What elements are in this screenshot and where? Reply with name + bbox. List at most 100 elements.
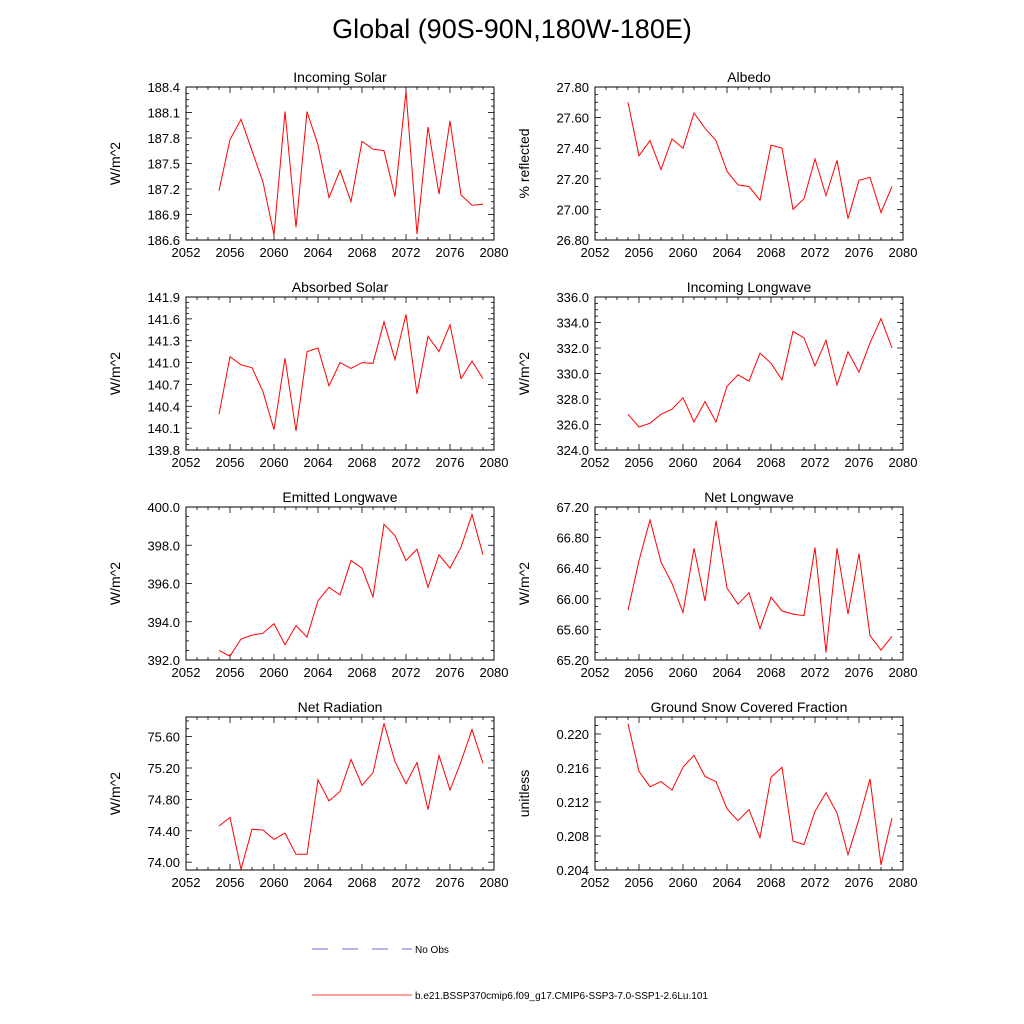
x-tick-label: 2064 <box>713 875 742 890</box>
y-tick-label: 326.0 <box>556 418 589 433</box>
x-tick-label: 2060 <box>260 455 289 470</box>
x-tick-label: 2072 <box>392 875 421 890</box>
x-tick-label: 2080 <box>480 245 509 260</box>
x-tick-label: 2080 <box>889 455 918 470</box>
y-tick-label: 188.1 <box>147 106 180 121</box>
chart-title: Emitted Longwave <box>282 489 397 505</box>
legend-model-label: b.e21.BSSP370cmip6.f09_g17.CMIP6-SSP3-7.… <box>415 991 708 1002</box>
y-tick-label: 66.40 <box>556 561 589 576</box>
x-tick-label: 2076 <box>845 875 874 890</box>
y-tick-label: 140.1 <box>147 421 180 436</box>
x-tick-label: 2060 <box>260 245 289 260</box>
y-tick-label: 140.7 <box>147 377 180 392</box>
chart-title: Incoming Longwave <box>687 279 812 295</box>
y-axis-label: W/m^2 <box>107 562 123 605</box>
x-tick-label: 2056 <box>216 875 245 890</box>
chart-title: Incoming Solar <box>293 69 387 85</box>
x-tick-label: 2080 <box>480 875 509 890</box>
y-tick-label: 396.0 <box>147 577 180 592</box>
x-tick-label: 2068 <box>348 455 377 470</box>
x-tick-label: 2064 <box>304 665 333 680</box>
x-tick-label: 2056 <box>625 665 654 680</box>
x-tick-label: 2068 <box>348 245 377 260</box>
y-tick-label: 187.8 <box>147 131 180 146</box>
x-tick-label: 2052 <box>581 455 610 470</box>
y-tick-label: 186.6 <box>147 233 180 248</box>
x-tick-label: 2076 <box>436 875 465 890</box>
x-tick-label: 2056 <box>216 455 245 470</box>
y-tick-label: 141.6 <box>147 312 180 327</box>
x-tick-label: 2072 <box>392 245 421 260</box>
x-tick-label: 2052 <box>581 245 610 260</box>
x-tick-label: 2060 <box>260 665 289 680</box>
chart-title: Net Longwave <box>704 489 794 505</box>
chart-1: Incoming Solar W/m^2 2052 2056 2060 2064 2068 2… <box>107 69 508 260</box>
x-tick-label: 2068 <box>757 455 786 470</box>
x-tick-label: 2068 <box>757 245 786 260</box>
y-tick-label: 67.20 <box>556 500 589 515</box>
x-tick-label: 2052 <box>172 455 201 470</box>
y-tick-label: 141.9 <box>147 290 180 305</box>
x-tick-label: 2072 <box>801 245 830 260</box>
y-tick-label: 27.80 <box>556 80 589 95</box>
y-tick-label: 0.208 <box>556 829 589 844</box>
series-line <box>218 723 484 870</box>
y-axis-label: W/m^2 <box>516 352 532 395</box>
chart-title: Ground Snow Covered Fraction <box>651 699 848 715</box>
series-line <box>218 314 484 432</box>
y-tick-label: 74.40 <box>147 824 180 839</box>
chart-5: Emitted Longwave W/m^2 2052 2056 2060 2064 206… <box>107 489 508 680</box>
legend-obs-label: No Obs <box>415 945 449 956</box>
chart-6: Net Longwave W/m^2 2052 2056 2060 2064 2068 207… <box>516 489 917 680</box>
x-tick-label: 2076 <box>436 245 465 260</box>
x-tick-label: 2080 <box>480 665 509 680</box>
x-tick-label: 2072 <box>801 455 830 470</box>
x-tick-label: 2064 <box>713 665 742 680</box>
y-tick-label: 400.0 <box>147 500 180 515</box>
y-tick-label: 392.0 <box>147 653 180 668</box>
x-tick-label: 2052 <box>172 665 201 680</box>
x-tick-label: 2064 <box>304 875 333 890</box>
y-tick-label: 74.00 <box>147 855 180 870</box>
y-tick-label: 74.80 <box>147 792 180 807</box>
chart-2: Albedo % reflected 2052 2056 2060 2064 2068 207… <box>516 69 917 260</box>
y-tick-label: 334.0 <box>556 316 589 331</box>
x-tick-label: 2076 <box>436 665 465 680</box>
x-tick-label: 2060 <box>669 875 698 890</box>
y-tick-label: 398.0 <box>147 538 180 553</box>
y-tick-label: 324.0 <box>556 443 589 458</box>
x-tick-label: 2076 <box>845 665 874 680</box>
x-tick-label: 2068 <box>348 875 377 890</box>
y-tick-label: 140.4 <box>147 399 180 414</box>
x-tick-label: 2060 <box>669 665 698 680</box>
x-tick-label: 2080 <box>889 245 918 260</box>
y-axis-label: W/m^2 <box>107 772 123 815</box>
x-tick-label: 2068 <box>757 875 786 890</box>
y-axis-label: W/m^2 <box>516 562 532 605</box>
x-tick-label: 2076 <box>845 245 874 260</box>
series-line <box>218 512 484 657</box>
series-line <box>627 518 893 653</box>
x-tick-label: 2064 <box>713 455 742 470</box>
y-tick-label: 27.60 <box>556 111 589 126</box>
x-tick-label: 2076 <box>845 455 874 470</box>
chart-8: Ground Snow Covered Fraction unitless 2052… <box>516 699 917 890</box>
x-tick-label: 2064 <box>304 245 333 260</box>
y-tick-label: 27.00 <box>556 202 589 217</box>
x-tick-label: 2072 <box>801 875 830 890</box>
y-tick-label: 332.0 <box>556 341 589 356</box>
y-tick-label: 187.5 <box>147 157 180 172</box>
x-tick-label: 2080 <box>480 455 509 470</box>
x-tick-label: 2072 <box>801 665 830 680</box>
y-tick-label: 0.216 <box>556 761 589 776</box>
x-tick-label: 2056 <box>216 665 245 680</box>
x-tick-label: 2064 <box>713 245 742 260</box>
y-tick-label: 141.3 <box>147 334 180 349</box>
chart-title: Albedo <box>727 69 771 85</box>
x-tick-label: 2064 <box>304 455 333 470</box>
chart-3: Absorbed Solar W/m^2 2052 2056 2060 2064 2068 2… <box>107 279 508 470</box>
series-line <box>627 317 893 428</box>
x-tick-label: 2060 <box>669 245 698 260</box>
x-tick-label: 2052 <box>581 665 610 680</box>
